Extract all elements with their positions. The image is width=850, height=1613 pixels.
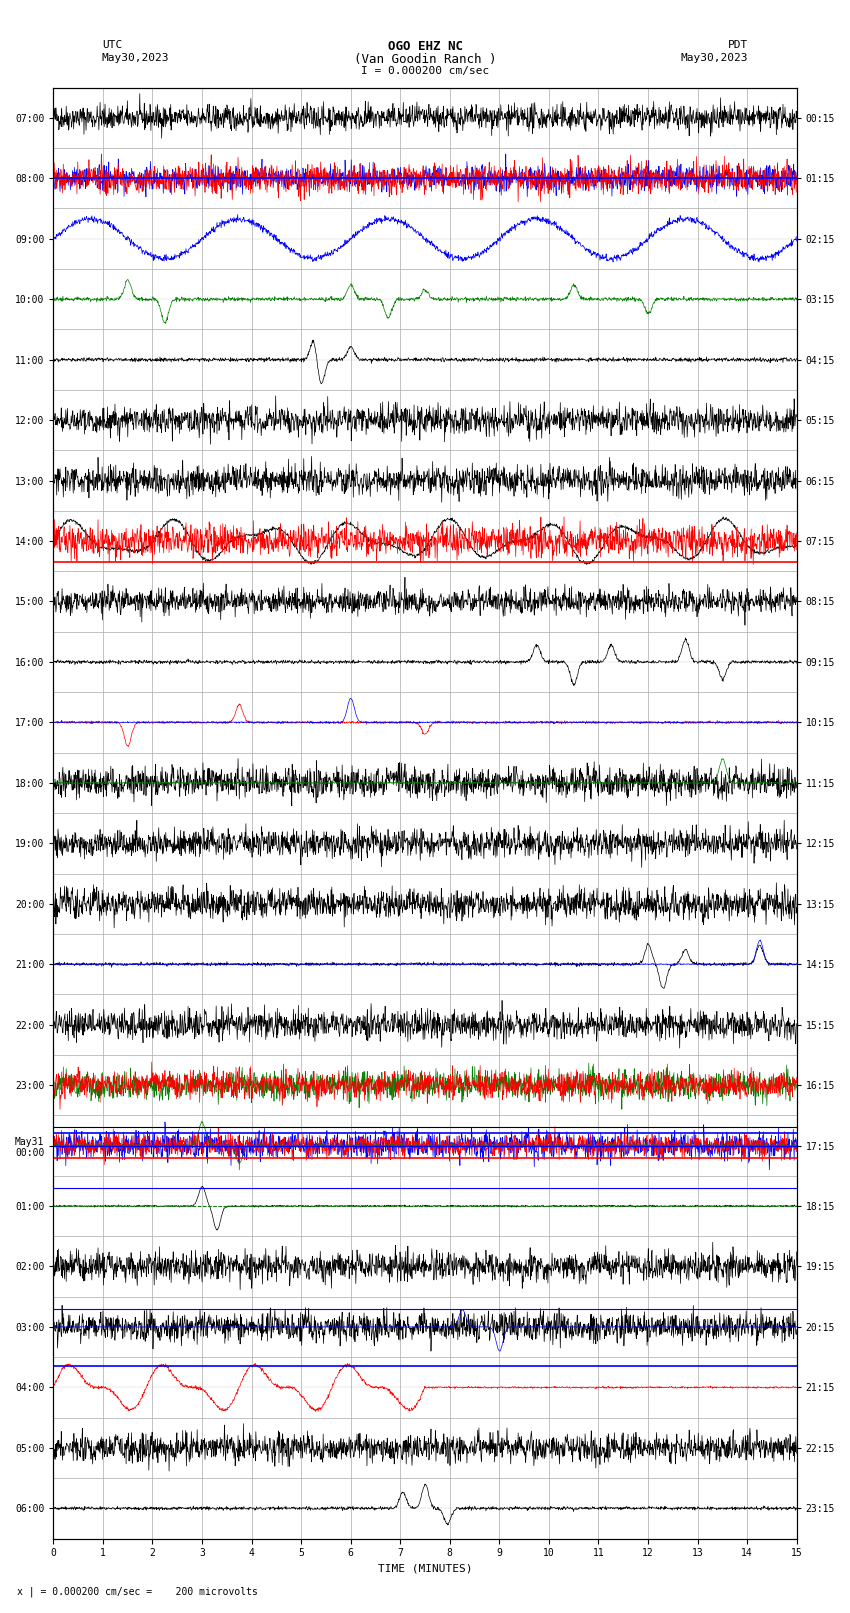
Text: (Van Goodin Ranch ): (Van Goodin Ranch )	[354, 53, 496, 66]
Text: x | = 0.000200 cm/sec =    200 microvolts: x | = 0.000200 cm/sec = 200 microvolts	[17, 1586, 258, 1597]
Text: May30,2023: May30,2023	[681, 53, 748, 63]
Text: I = 0.000200 cm/sec: I = 0.000200 cm/sec	[361, 66, 489, 76]
Text: UTC: UTC	[102, 40, 122, 50]
Text: May30,2023: May30,2023	[102, 53, 169, 63]
Text: PDT: PDT	[728, 40, 748, 50]
Text: OGO EHZ NC: OGO EHZ NC	[388, 40, 462, 53]
X-axis label: TIME (MINUTES): TIME (MINUTES)	[377, 1565, 473, 1574]
